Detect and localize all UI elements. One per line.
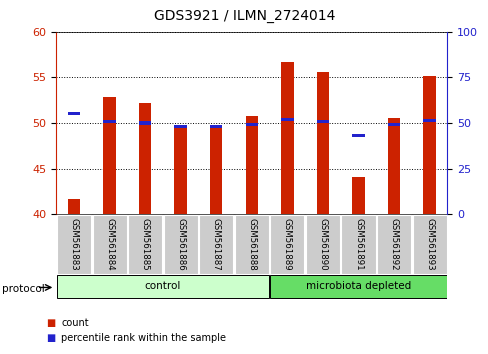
Bar	[423, 119, 435, 122]
Text: percentile rank within the sample: percentile rank within the sample	[61, 333, 225, 343]
Bar	[139, 103, 151, 214]
FancyBboxPatch shape	[128, 215, 162, 274]
Text: ■: ■	[46, 333, 56, 343]
Bar	[281, 62, 293, 214]
Text: ■: ■	[46, 318, 56, 328]
FancyBboxPatch shape	[376, 215, 410, 274]
Text: GSM561885: GSM561885	[141, 218, 149, 271]
Bar	[174, 127, 186, 214]
Text: control: control	[144, 281, 181, 291]
FancyBboxPatch shape	[270, 275, 446, 298]
Bar	[210, 127, 222, 214]
FancyBboxPatch shape	[92, 215, 126, 274]
Text: microbiota depleted: microbiota depleted	[305, 281, 410, 291]
Text: GSM561891: GSM561891	[353, 218, 362, 270]
FancyBboxPatch shape	[270, 215, 304, 274]
FancyBboxPatch shape	[341, 215, 375, 274]
Bar	[387, 123, 400, 126]
Text: GSM561886: GSM561886	[176, 218, 185, 271]
Text: GSM561892: GSM561892	[389, 218, 398, 270]
FancyBboxPatch shape	[57, 275, 268, 298]
Bar	[210, 125, 222, 128]
Bar	[139, 121, 151, 125]
Text: GSM561890: GSM561890	[318, 218, 327, 270]
Text: GSM561883: GSM561883	[69, 218, 79, 271]
Text: count: count	[61, 318, 88, 328]
Bar	[351, 134, 364, 137]
Text: GDS3921 / ILMN_2724014: GDS3921 / ILMN_2724014	[154, 9, 334, 23]
Text: GSM561889: GSM561889	[283, 218, 291, 270]
Bar	[103, 97, 116, 214]
Bar	[281, 118, 293, 121]
FancyBboxPatch shape	[163, 215, 197, 274]
Bar	[174, 125, 186, 128]
Bar	[245, 116, 258, 214]
FancyBboxPatch shape	[199, 215, 233, 274]
Text: GSM561887: GSM561887	[211, 218, 220, 271]
FancyBboxPatch shape	[412, 215, 446, 274]
Bar	[423, 76, 435, 214]
Bar	[387, 119, 400, 214]
Bar	[68, 112, 80, 115]
FancyBboxPatch shape	[57, 215, 91, 274]
Bar	[316, 72, 328, 214]
FancyBboxPatch shape	[234, 215, 268, 274]
Bar	[68, 199, 80, 214]
Text: protocol: protocol	[2, 284, 45, 293]
Text: GSM561893: GSM561893	[424, 218, 433, 270]
Bar	[316, 120, 328, 123]
Bar	[245, 123, 258, 126]
Text: GSM561888: GSM561888	[247, 218, 256, 271]
Bar	[103, 120, 116, 123]
Bar	[351, 177, 364, 214]
FancyBboxPatch shape	[305, 215, 339, 274]
Text: GSM561884: GSM561884	[105, 218, 114, 271]
